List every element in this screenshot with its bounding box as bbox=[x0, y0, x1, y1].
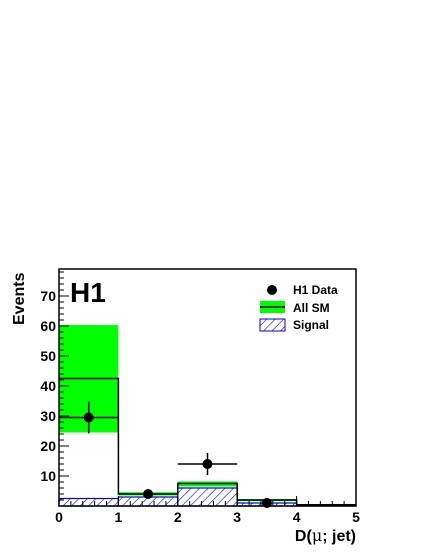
data-point bbox=[59, 401, 119, 434]
x-tick-label: 3 bbox=[233, 509, 241, 525]
y-tick-label: 70 bbox=[40, 288, 56, 304]
experiment-label: H1 bbox=[70, 277, 106, 308]
signal-bar bbox=[58, 497, 120, 507]
y-tick-label: 40 bbox=[40, 378, 56, 394]
data-point bbox=[177, 452, 238, 476]
x-tick-label: 1 bbox=[115, 509, 123, 525]
y-tick-label: 50 bbox=[40, 348, 56, 364]
data-marker bbox=[202, 459, 213, 469]
x-axis-title: D(μ; jet) bbox=[295, 526, 356, 545]
y-tick-label: 20 bbox=[40, 438, 56, 454]
legend: H1 Data All SM Signal bbox=[259, 283, 338, 332]
data-marker bbox=[83, 412, 94, 423]
y-axis-title: Events bbox=[11, 272, 28, 325]
y-tick-label: 10 bbox=[40, 468, 56, 484]
x-tick-label: 2 bbox=[174, 509, 182, 525]
x-axis-title-prefix: D( bbox=[295, 528, 313, 545]
y-tick-label: 60 bbox=[40, 318, 56, 334]
data-points bbox=[59, 401, 272, 508]
x-tick-label: 5 bbox=[352, 509, 360, 525]
x-tick-label: 4 bbox=[293, 509, 301, 525]
sm-uncertainty-bands bbox=[59, 325, 356, 506]
legend-signal-label: Signal bbox=[293, 318, 329, 332]
data-marker bbox=[143, 489, 154, 499]
legend-data-marker bbox=[267, 285, 277, 295]
signal-histogram bbox=[58, 487, 357, 507]
x-tick-label: 0 bbox=[55, 509, 63, 525]
y-tick-label: 30 bbox=[40, 408, 56, 424]
plot-frame bbox=[58, 268, 357, 507]
legend-sm-label: All SM bbox=[293, 301, 330, 315]
y-axis-ticks: 10 20 30 40 50 60 70 bbox=[40, 271, 69, 501]
x-axis-title-suffix: ; jet) bbox=[322, 528, 356, 545]
data-point bbox=[143, 489, 154, 499]
legend-signal-swatch bbox=[259, 318, 286, 332]
legend-data-label: H1 Data bbox=[293, 283, 338, 297]
x-axis-title-mu: μ bbox=[312, 526, 322, 545]
x-axis-ticks: 0 1 2 3 4 5 bbox=[55, 496, 360, 525]
signal-bar bbox=[177, 487, 238, 507]
